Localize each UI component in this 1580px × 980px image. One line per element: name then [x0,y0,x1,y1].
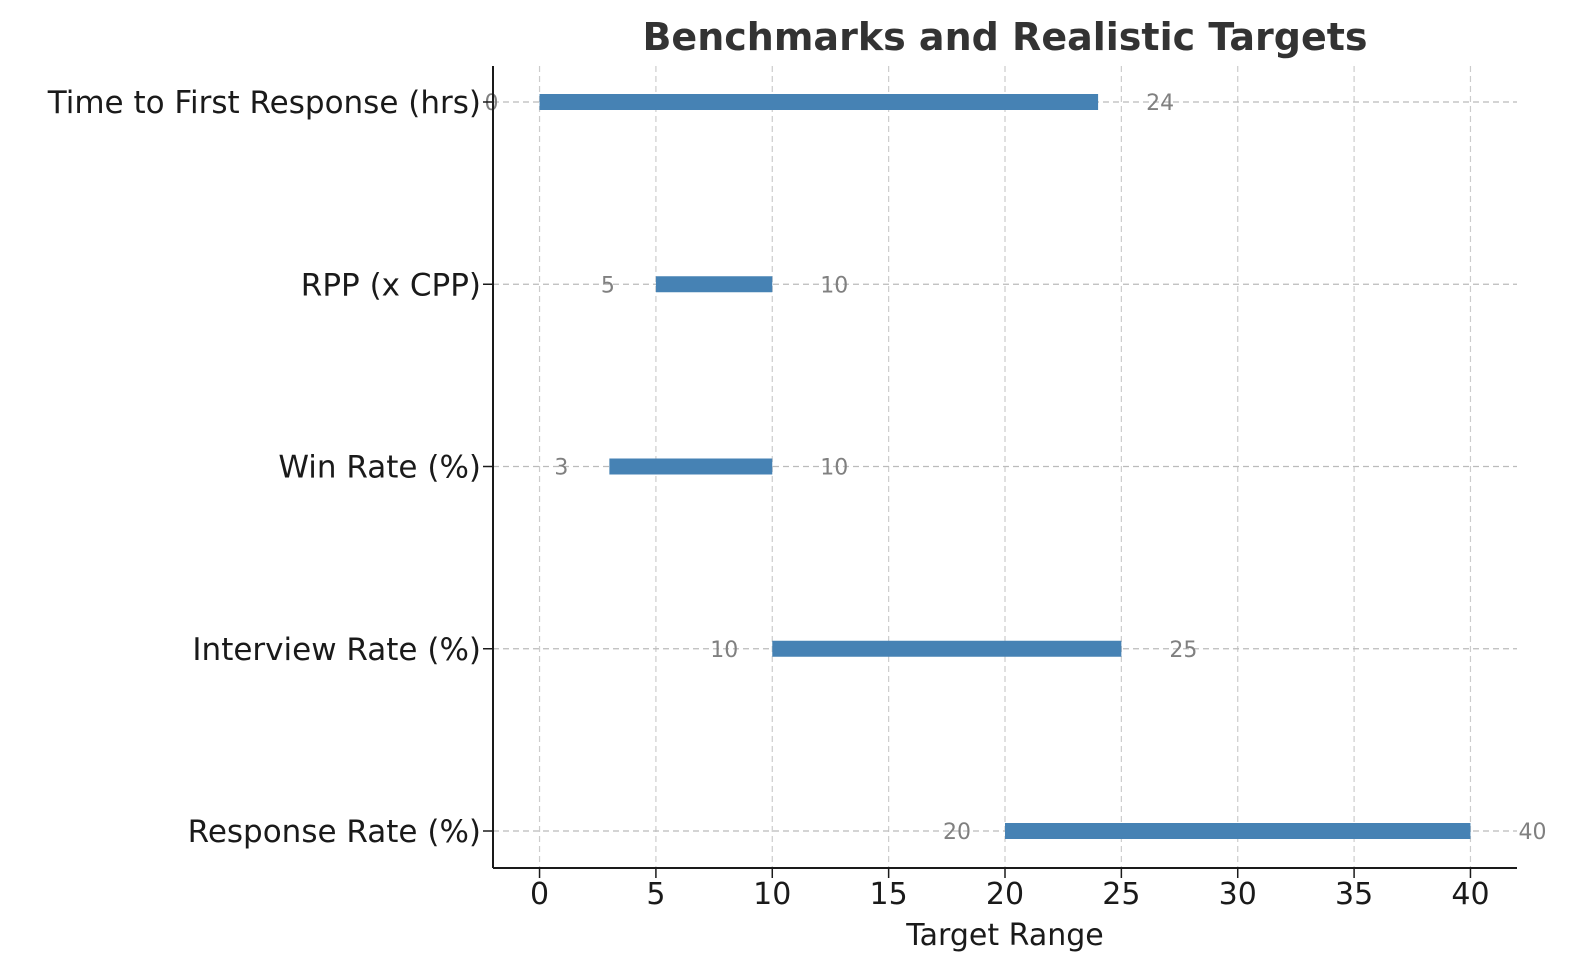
x-tick-labels: 0 5 10 15 20 25 30 35 40 [530,868,1490,912]
x-tick-label: 0 [530,877,549,912]
x-tick-label: 25 [1102,877,1140,912]
category-label: RPP (x CPP) [301,267,481,303]
range-high-label: 24 [1146,91,1174,116]
range-bars [539,94,1471,839]
range-high-label: 10 [820,273,848,298]
category-label: Time to First Response (hrs) [47,85,481,121]
range-high-label: 40 [1518,820,1546,845]
category-label: Win Rate (%) [278,450,481,486]
x-tick-label: 10 [753,877,791,912]
x-tick-label: 30 [1219,877,1257,912]
range-bar [772,640,1122,657]
x-tick-label: 40 [1451,877,1489,912]
category-labels: Time to First Response (hrs) RPP (x CPP) W… [47,85,493,850]
range-low-label: 5 [601,273,615,298]
x-tick-label: 5 [646,877,665,912]
range-low-label: 20 [943,820,971,845]
range-high-label: 10 [820,456,848,481]
range-bar [539,94,1099,110]
x-tick-label: 35 [1335,877,1373,912]
range-end-labels: 0 24 5 10 3 10 10 25 20 40 [485,91,1547,845]
category-label: Response Rate (%) [188,814,481,850]
x-tick-label: 15 [870,877,908,912]
range-high-label: 25 [1169,638,1197,663]
range-bar [1005,823,1471,839]
chart-title: Benchmarks and Realistic Targets [642,15,1367,59]
range-low-label: 10 [710,638,738,663]
range-bar [609,458,773,475]
range-low-label: 0 [485,91,499,116]
x-axis-label: Target Range [905,918,1103,953]
range-low-label: 3 [554,456,568,481]
category-label: Interview Rate (%) [192,632,481,668]
x-tick-label: 20 [986,877,1024,912]
range-bar [655,276,773,293]
